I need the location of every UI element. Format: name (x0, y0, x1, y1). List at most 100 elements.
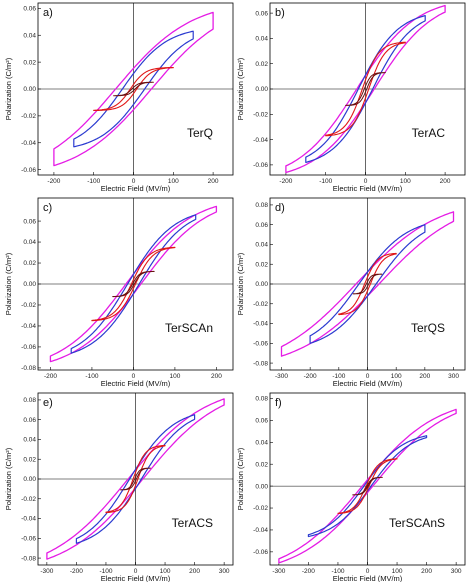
x-tick-label: 200 (189, 568, 200, 575)
x-axis-label: Electric Field (MV/m) (333, 574, 403, 582)
y-tick-label: 0.00 (255, 281, 268, 288)
x-tick-label: 300 (219, 568, 230, 575)
x-tick-label: 100 (391, 373, 402, 380)
y-tick-label: -0.02 (253, 111, 268, 118)
x-tick-label: -200 (47, 178, 60, 185)
sample-name: TerSCAnS (389, 516, 445, 530)
panel-label: b) (275, 7, 285, 19)
y-tick-label: -0.02 (21, 496, 36, 503)
y-tick-label: -0.06 (21, 167, 36, 174)
chart-panel-6: -300 -200 -100 0 100 200 300 -0.06 -0.04 -0.02 0.0… (236, 392, 466, 582)
y-tick-label: -0.06 (253, 549, 268, 556)
hysteresis-loop-50 (120, 467, 151, 491)
y-tick-label: 0.04 (23, 437, 36, 444)
y-axis-label: Polarization (C/m²) (4, 447, 13, 510)
x-tick-label: 0 (132, 373, 136, 380)
panel-label: a) (43, 7, 53, 19)
y-tick-label: 0.06 (255, 222, 268, 229)
sample-name: TerACS (172, 516, 213, 530)
panel-label: e) (43, 397, 53, 409)
y-tick-label: 0.00 (23, 476, 36, 483)
y-tick-label: -0.06 (21, 536, 36, 543)
x-axis-label: Electric Field (MV/m) (101, 574, 171, 582)
y-tick-label: 0.02 (255, 461, 268, 468)
y-axis-label: Polarization (C/m²) (236, 447, 245, 510)
y-tick-label: 0.06 (23, 6, 36, 13)
hysteresis-loop-150 (305, 15, 426, 163)
panel-label: d) (275, 202, 285, 214)
hysteresis-loop-200 (75, 414, 196, 544)
x-tick-label: 100 (168, 178, 179, 185)
panel-label: c) (43, 202, 52, 214)
y-tick-label: 0.00 (23, 86, 36, 93)
y-tick-label: -0.06 (253, 341, 268, 348)
hysteresis-loop-200 (309, 224, 426, 344)
x-tick-label: 0 (366, 568, 370, 575)
y-tick-label: -0.04 (253, 527, 268, 534)
sample-name: TerQS (411, 321, 445, 335)
y-tick-label: -0.04 (253, 321, 268, 328)
chart-panel-1: -200 -100 0 100 200 -0.06 -0.04 -0.02 0.00 0.02 0.… (4, 2, 234, 193)
x-tick-label: 0 (132, 178, 136, 185)
hysteresis-loop-50 (113, 81, 154, 97)
x-tick-label: -200 (70, 568, 83, 575)
x-tick-label: 100 (169, 373, 180, 380)
x-tick-label: 200 (440, 178, 451, 185)
hysteresis-loop-50 (352, 476, 383, 496)
y-axis-label: Polarization (C/m²) (4, 252, 13, 315)
y-tick-label: -0.02 (253, 301, 268, 308)
y-tick-label: 0.06 (255, 418, 268, 425)
sample-name: TerQ (187, 126, 213, 140)
hysteresis-loop-50 (112, 270, 155, 298)
hysteresis-loop-300 (46, 398, 225, 560)
y-tick-label: -0.08 (21, 365, 36, 372)
y-tick-label: 0.04 (255, 242, 268, 249)
y-tick-label: 0.06 (23, 218, 36, 225)
hysteresis-loop-100 (325, 41, 406, 137)
sample-name: TerSCAn (165, 321, 213, 335)
hysteresis-loop-150 (73, 30, 194, 148)
y-tick-label: 0.04 (23, 32, 36, 39)
hysteresis-loop-200 (53, 11, 214, 167)
y-tick-label: -0.02 (21, 113, 36, 120)
chart-panel-4: -300 -200 -100 0 100 200 300 -0.08 -0.06 -0.04 -0.… (236, 197, 466, 388)
x-tick-label: 100 (160, 568, 171, 575)
y-tick-label: 0.04 (255, 439, 268, 446)
x-tick-label: -200 (279, 178, 292, 185)
y-tick-label: 0.08 (255, 202, 268, 209)
x-tick-label: 200 (421, 568, 432, 575)
y-tick-label: -0.04 (253, 137, 268, 144)
hysteresis-loop-100 (91, 246, 176, 322)
x-axis-label: Electric Field (MV/m) (101, 184, 171, 193)
hysteresis-loop-200 (285, 4, 446, 174)
x-axis-label: Electric Field (MV/m) (333, 184, 403, 193)
hysteresis-loop-100 (337, 458, 398, 515)
y-tick-label: 0.08 (255, 396, 268, 403)
y-tick-label: -0.02 (253, 505, 268, 512)
x-tick-label: 200 (208, 178, 219, 185)
y-tick-label: 0.00 (255, 86, 268, 93)
y-tick-label: -0.06 (253, 162, 268, 169)
y-tick-label: 0.02 (23, 260, 36, 267)
x-tick-label: -300 (40, 568, 53, 575)
x-tick-label: 300 (451, 568, 462, 575)
y-tick-label: -0.04 (21, 516, 36, 523)
y-tick-label: 0.04 (23, 239, 36, 246)
y-axis-label: Polarization (C/m²) (236, 252, 245, 315)
panel-label: f) (275, 397, 282, 409)
hysteresis-loop-100 (105, 444, 166, 514)
hysteresis-loop-200 (307, 435, 428, 538)
y-axis-label: Polarization (C/m²) (4, 57, 13, 120)
y-tick-label: -0.08 (21, 555, 36, 562)
hysteresis-loop-100 (338, 252, 397, 316)
y-tick-label: 0.06 (23, 417, 36, 424)
y-tick-label: -0.06 (21, 344, 36, 351)
y-tick-label: 0.02 (23, 456, 36, 463)
x-tick-label: 0 (364, 178, 368, 185)
x-tick-label: -200 (304, 373, 317, 380)
x-tick-label: -300 (272, 568, 285, 575)
y-tick-label: -0.04 (21, 140, 36, 147)
x-tick-label: 100 (400, 178, 411, 185)
hysteresis-loop-300 (280, 211, 455, 357)
